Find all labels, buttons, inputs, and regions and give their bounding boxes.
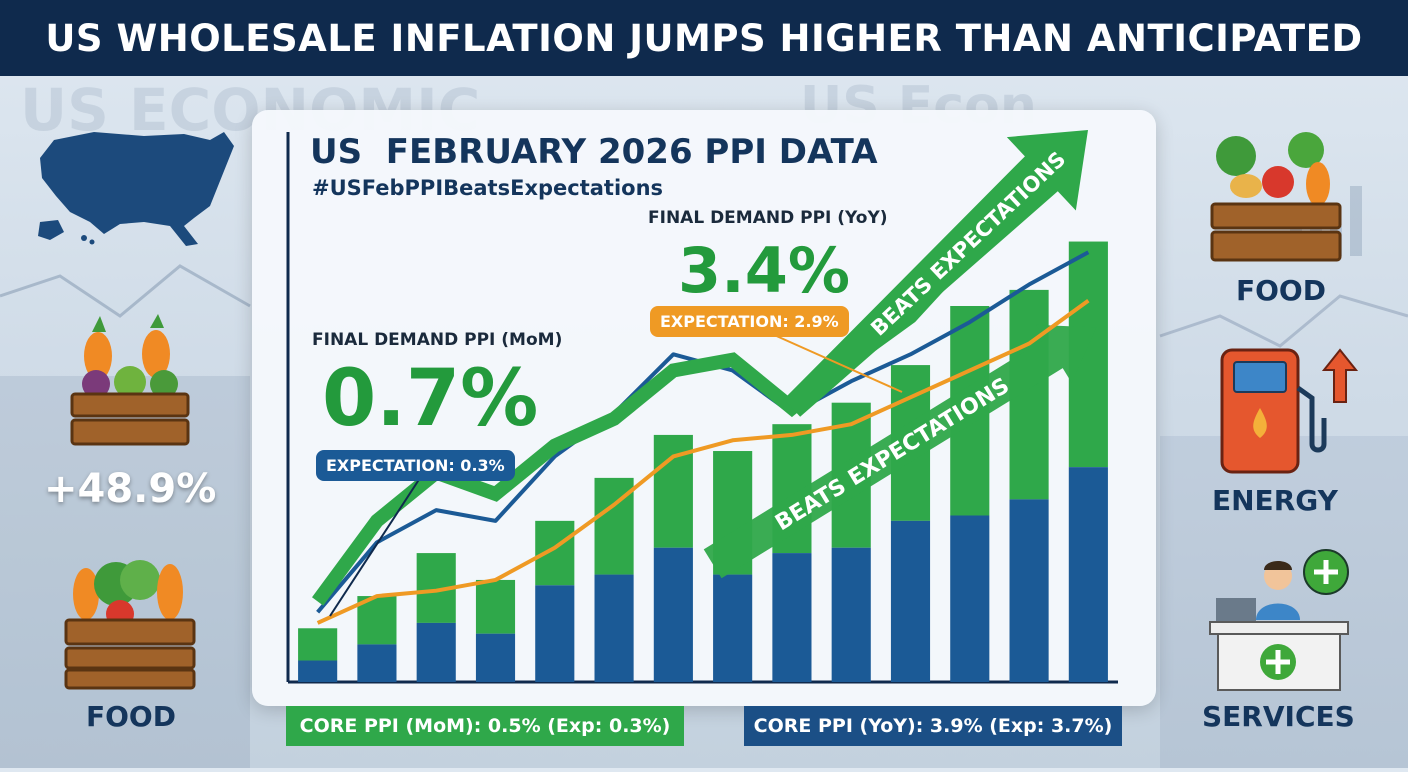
panel-hashtag: #USFebPPIBeatsExpectations [312,176,664,200]
us-map-icon [34,126,240,254]
bar-blue-segment [357,644,397,682]
gas-pump-icon [1216,348,1360,482]
mom-expectation-badge: EXPECTATION: 0.3% [316,450,515,481]
core-mom-box: CORE PPI (MoM): 0.5% (Exp: 0.3%) [286,706,684,746]
bar-blue-segment [594,574,634,682]
bar-blue-segment [1009,499,1049,682]
left-food-label: FOOD [86,700,176,733]
mom-value: 0.7% [322,354,539,444]
right-food-label: FOOD [1236,274,1326,307]
page-title: US WHOLESALE INFLATION JUMPS HIGHER THAN… [45,16,1363,60]
bar-blue-segment [950,515,990,682]
yoy-expectation-badge: EXPECTATION: 2.9% [650,306,849,337]
bar-blue-segment [890,520,931,682]
vegetable-crate-icon [60,548,200,698]
bar-blue-segment [1068,467,1108,682]
bar-green-segment [475,579,516,634]
service-desk-icon [1208,546,1350,698]
bar-blue-segment [416,622,456,682]
bar-blue-segment [535,585,575,682]
header-banner: US WHOLESALE INFLATION JUMPS HIGHER THAN… [0,0,1408,76]
yoy-label: FINAL DEMAND PPI (YoY) [648,208,888,228]
bar-blue-segment [653,547,693,682]
bar-green-segment [298,628,338,661]
services-label: SERVICES [1202,700,1355,733]
bar-blue-segment [772,553,812,682]
upper-beats-arrow [783,129,1089,417]
lower-beats-arrow [703,324,1097,579]
left-stat: +48.9% [44,466,217,512]
vegetable-crate-icon [1206,126,1346,270]
bar-blue-segment [713,574,753,682]
panel-title: US FEBRUARY 2026 PPI DATA [310,132,878,172]
mom-label: FINAL DEMAND PPI (MoM) [312,330,563,350]
orange-line [316,299,1090,625]
vegetable-crate-icon [66,314,194,454]
core-yoy-box: CORE PPI (YoY): 3.9% (Exp: 3.7%) [744,706,1122,746]
yoy-value: 3.4% [678,234,850,307]
energy-label: ENERGY [1212,484,1338,517]
bar-blue-segment [475,633,516,682]
bar-blue-segment [831,547,871,682]
yoy-connector [771,333,903,393]
ppi-panel: BEATS EXPECTATIONS BEATS EXPECTATIONS US … [252,110,1156,706]
mom-connector [329,477,421,617]
bar-blue-segment [298,660,338,682]
